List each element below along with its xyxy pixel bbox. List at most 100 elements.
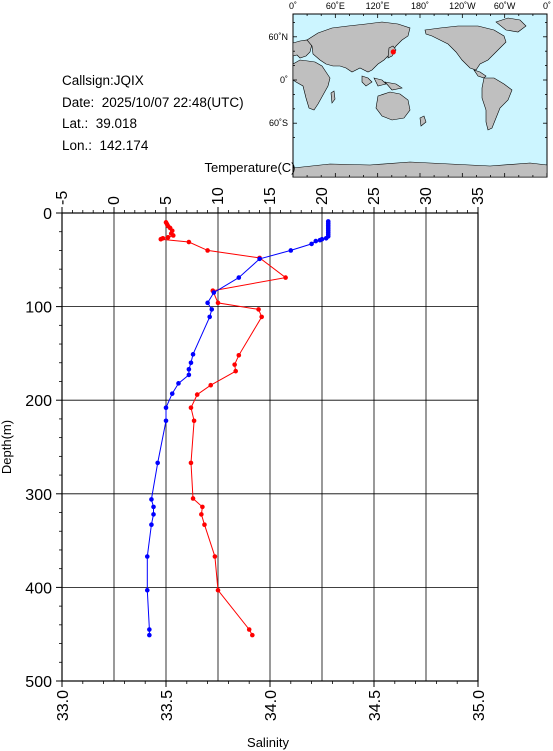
- salinity-data-point: [155, 460, 160, 466]
- salinity-data-point: [144, 554, 150, 559]
- map-latitude-labels: 60˚N 0˚ 60˚S: [268, 32, 288, 128]
- salinity-data-point: [149, 497, 154, 502]
- temperature-data-point: [165, 235, 171, 240]
- salinity-data-point: [163, 405, 169, 410]
- salinity-axis-title: Salinity: [247, 735, 289, 750]
- salinity-data-point: [205, 300, 210, 306]
- salinity-tick-label: 34.0: [263, 690, 280, 721]
- temperature-data-point: [250, 632, 255, 638]
- depth-tick-label: 500: [25, 674, 52, 691]
- salinity-data-point: [147, 632, 152, 638]
- salinity-data-point: [147, 627, 152, 632]
- latitude-text: Lat.: 39.018: [62, 116, 138, 131]
- temperature-data-point: [256, 307, 261, 312]
- salinity-data-point: [288, 248, 294, 253]
- temperature-data-point: [208, 382, 214, 388]
- salinity-tick-label: 33.0: [55, 690, 72, 721]
- temperature-axis: -5 0 5 10 15 20 25 30 35: [54, 187, 487, 213]
- depth-tick-label: 200: [25, 393, 52, 410]
- map-lat-label: 0˚: [280, 75, 288, 85]
- temperature-tick-label: 0: [106, 196, 123, 205]
- map-lon-label: 120˚W: [449, 1, 476, 11]
- map-lon-label: 0˚: [543, 1, 551, 11]
- salinity-data-point: [149, 522, 154, 527]
- salinity-data-point: [209, 307, 215, 312]
- salinity-tick-label: 33.5: [159, 690, 176, 721]
- map-lon-label: 0˚: [289, 1, 297, 11]
- callsign-text: Callsign:JQIX: [62, 73, 144, 88]
- temperature-data-point: [246, 627, 252, 632]
- map-graticule-ticks: [292, 14, 548, 177]
- temperature-data-point: [190, 496, 196, 501]
- depth-axis-title: Depth(m): [0, 420, 14, 474]
- salinity-data-point: [176, 381, 181, 386]
- temperature-data-point: [199, 512, 204, 517]
- temperature-data-point: [205, 248, 210, 253]
- map-lon-label: 60˚E: [326, 1, 345, 11]
- temperature-data-point: [158, 236, 164, 242]
- depth-tick-label: 300: [25, 487, 52, 504]
- longitude-text: Lon.: 142.174: [62, 137, 149, 153]
- depth-tick-label: 0: [43, 206, 52, 223]
- temperature-tick-label: 15: [262, 187, 279, 205]
- chart-grid: [61, 212, 479, 682]
- temperature-data-point: [186, 239, 192, 245]
- temperature-data-point: [215, 587, 221, 593]
- salinity-data-point: [186, 372, 192, 378]
- temperature-data-point: [194, 392, 200, 397]
- map-lon-label: 60˚W: [494, 1, 516, 11]
- map-lon-label: 120˚E: [366, 1, 390, 11]
- salinity-tick-label: 35.0: [471, 690, 488, 721]
- salinity-data-point: [151, 512, 156, 517]
- map-lat-label: 60˚S: [269, 118, 288, 128]
- temperature-data-point: [232, 362, 237, 367]
- salinity-data-point: [313, 238, 319, 244]
- salinity-data-point: [190, 352, 196, 357]
- temperature-data-point: [236, 352, 242, 358]
- temperature-tick-label: 30: [418, 187, 435, 205]
- temperature-profile-line: [160, 222, 287, 636]
- salinity-data-point: [211, 290, 217, 295]
- salinity-axis: 33.0 33.5 34.0 34.5 35.0: [55, 681, 488, 721]
- salinity-data-point: [151, 504, 156, 510]
- temperature-tick-label: 10: [210, 187, 227, 205]
- salinity-data-point: [186, 367, 192, 372]
- temperature-tick-label: 20: [314, 187, 331, 205]
- temperature-tick-label: 35: [470, 187, 487, 205]
- salinity-data-point: [163, 418, 169, 424]
- temperature-data-point: [202, 522, 207, 527]
- temperature-tick-label: -5: [54, 191, 71, 205]
- salinity-data-point: [317, 237, 323, 243]
- salinity-data-point: [309, 241, 314, 247]
- temperature-data-point: [188, 460, 194, 466]
- temperature-data-point: [259, 314, 264, 320]
- temperature-data-point: [233, 368, 238, 374]
- salinity-data-point: [144, 587, 150, 593]
- station-location-marker: [390, 49, 396, 55]
- world-location-map: 0˚ 60˚E 120˚E 180˚ 120˚W 60˚W 0˚ 60˚N 0˚…: [268, 1, 551, 178]
- salinity-tick-label: 34.5: [367, 690, 384, 721]
- temperature-data-point: [188, 405, 194, 410]
- map-lat-label: 60˚N: [268, 32, 288, 42]
- station-info: Callsign:JQIX Date: 2025/10/07 22:48(UTC…: [62, 70, 244, 156]
- temperature-data-point: [215, 300, 221, 306]
- map-longitude-labels: 0˚ 60˚E 120˚E 180˚ 120˚W 60˚W 0˚: [289, 1, 551, 11]
- temperature-data-point: [191, 418, 197, 424]
- salinity-data-point: [236, 275, 242, 280]
- temperature-data-point: [170, 233, 176, 238]
- salinity-profile-line: [146, 221, 329, 636]
- salinity-data-point: [207, 314, 212, 320]
- temperature-tick-label: 5: [158, 196, 175, 205]
- temperature-tick-label: 25: [366, 187, 383, 205]
- map-lon-label: 180˚: [411, 1, 429, 11]
- date-text: Date: 2025/10/07 22:48(UTC): [62, 94, 244, 110]
- depth-tick-label: 400: [25, 580, 52, 597]
- map-landmasses: [292, 17, 548, 178]
- profile-series: [144, 219, 331, 638]
- depth-tick-label: 100: [25, 300, 52, 317]
- temperature-data-point: [200, 504, 205, 510]
- temperature-data-point: [283, 275, 288, 280]
- temperature-axis-title: Temperature(C): [204, 160, 295, 175]
- salinity-data-point: [257, 256, 262, 262]
